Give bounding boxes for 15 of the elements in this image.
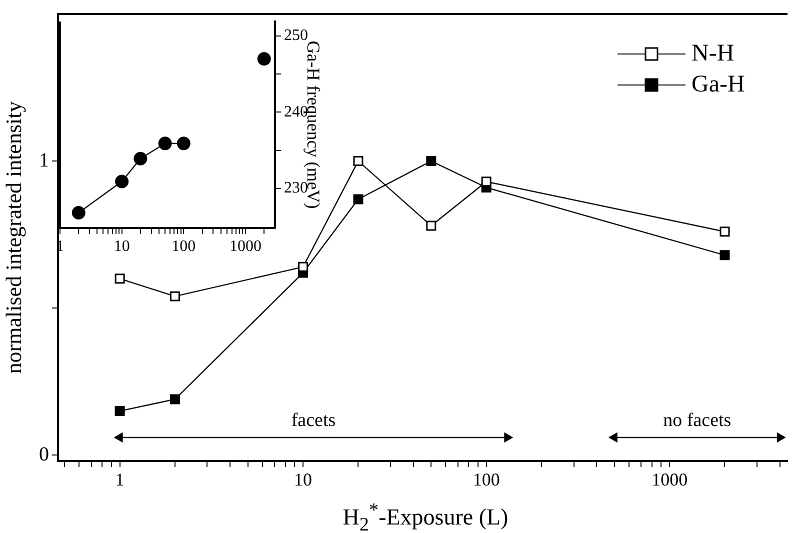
x-axis-title: H$_{2}$$^{*}$-Exposure (L) <box>342 500 510 533</box>
x-tick-label: 100 <box>472 470 500 490</box>
legend-label: N-H <box>692 40 734 66</box>
y2-tick-label: 250 <box>284 27 308 44</box>
legend-label: Ga-H <box>692 71 745 98</box>
annotation: no facets <box>663 410 732 431</box>
x-tick-label: 1 <box>115 470 124 490</box>
x-tick-label: 1000 <box>230 238 262 255</box>
x-tick-label: 1000 <box>652 470 688 490</box>
x-tick-label: 100 <box>172 238 196 255</box>
x-tick-label: 10 <box>114 238 130 255</box>
y-tick-label: 0 <box>39 443 49 466</box>
annotation: facets <box>291 410 336 431</box>
x-tick-label: 10 <box>294 470 312 490</box>
y-axis-title: normalised integrated intensity <box>0 101 26 374</box>
